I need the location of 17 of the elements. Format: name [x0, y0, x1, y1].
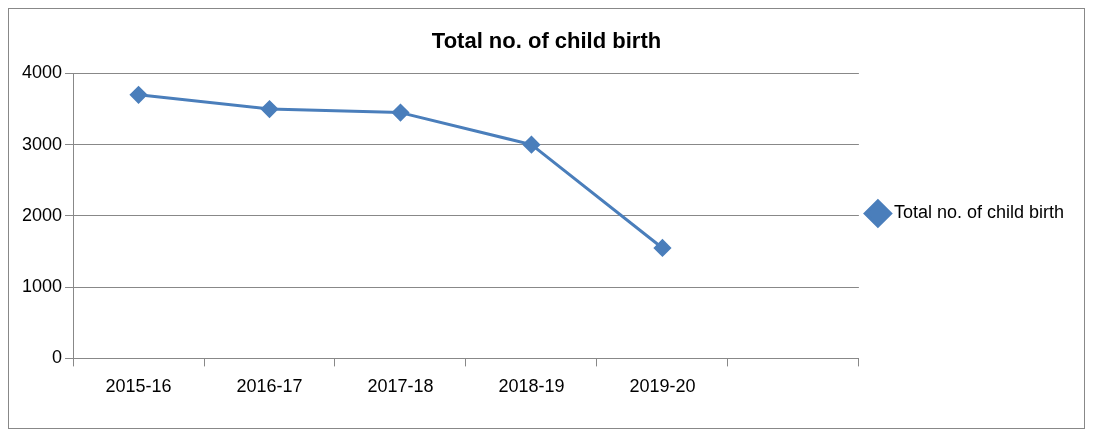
point: [522, 136, 540, 154]
y-tick-label: 4000: [22, 62, 63, 83]
x-tick-label: 2018-19: [498, 376, 565, 397]
x-tick-label: 2019-20: [629, 376, 696, 397]
y-tick-label: 1000: [22, 276, 63, 297]
y-tick-label: 3000: [22, 133, 63, 154]
x-tick-label: 2016-17: [236, 376, 303, 397]
point: [130, 86, 148, 104]
y-tick-label: 0: [52, 347, 63, 368]
chart-title: Total no. of child birth: [431, 28, 662, 54]
y-tick-label: 2000: [22, 204, 63, 225]
point: [391, 104, 409, 122]
point: [261, 100, 279, 118]
x-tick-label: 2015-16: [105, 376, 172, 397]
point: [653, 239, 671, 257]
legend-label: Total no. of child birth: [893, 202, 1065, 223]
x-tick-label: 2017-18: [367, 376, 434, 397]
